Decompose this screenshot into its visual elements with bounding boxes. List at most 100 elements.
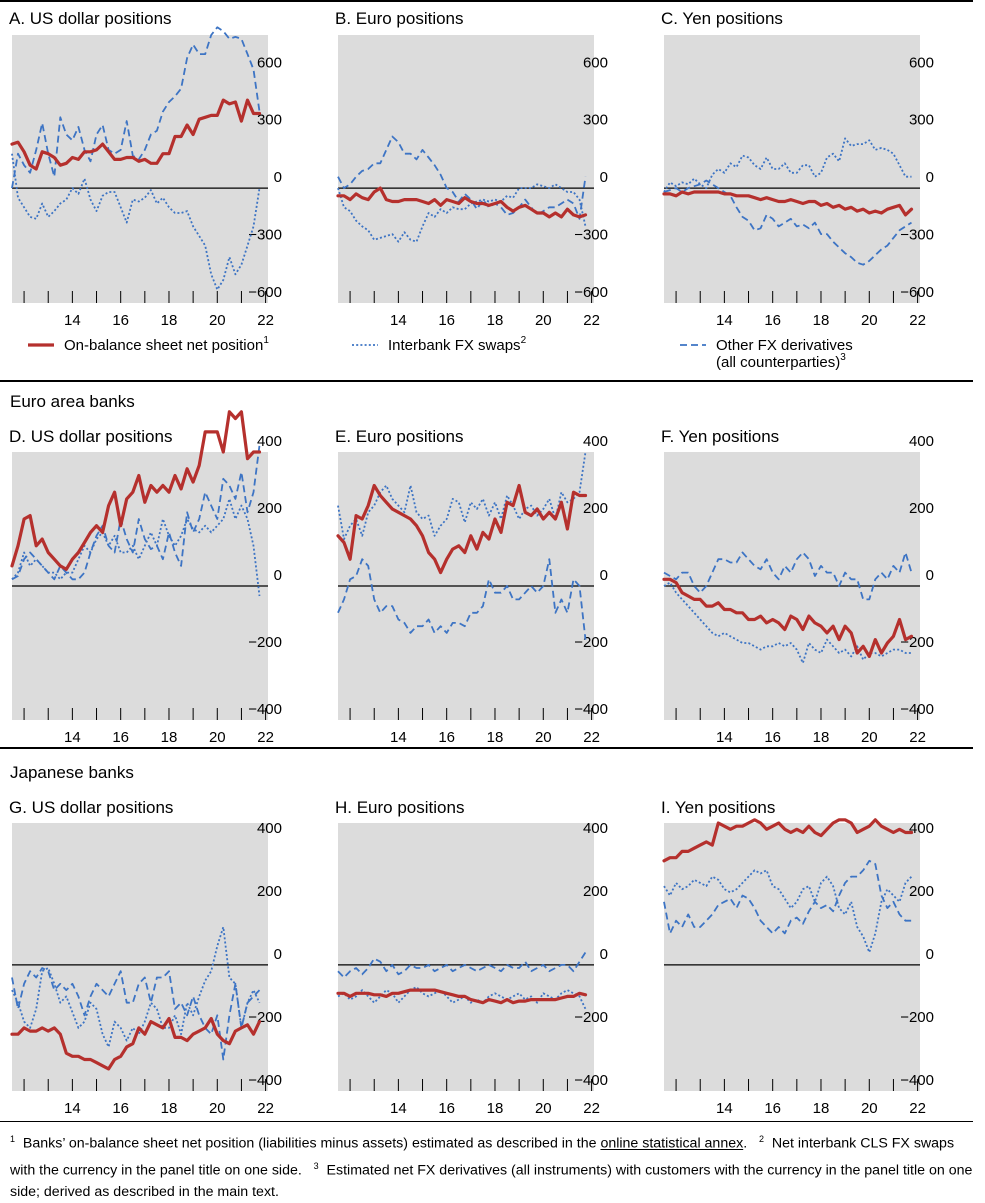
panel-g: G. US dollar positions 14 16 18 20 22 400 200 0 −… <box>9 798 282 1117</box>
section-title-japanese: Japanese banks <box>10 763 134 782</box>
x-tick-label: 20 <box>861 729 878 746</box>
y-tick-label: −200 <box>574 1009 608 1026</box>
x-tick-label: 16 <box>764 729 781 746</box>
y-tick-label: 300 <box>583 112 608 129</box>
series-line-other-derivatives <box>11 26 261 189</box>
x-tick-label: 22 <box>909 729 926 746</box>
footnote-divider <box>0 1121 973 1122</box>
y-tick-label: 0 <box>926 169 934 186</box>
x-tick-label: 14 <box>716 1100 733 1117</box>
y-tick-label: −200 <box>574 634 608 651</box>
x-tick-label: 14 <box>390 1100 407 1117</box>
panel-b: B. Euro positions 14 16 18 20 22 600 300 0 −300 −6… <box>335 9 608 329</box>
series-line-other-derivatives <box>663 551 913 601</box>
y-tick-label: −600 <box>248 284 282 301</box>
series-line-interbank-swaps <box>11 497 261 597</box>
x-tick-label: 22 <box>583 312 600 329</box>
plot-area <box>664 823 920 1091</box>
series-line-other-derivatives <box>11 967 261 1061</box>
x-tick-label: 20 <box>209 312 226 329</box>
panel-title: C. Yen positions <box>661 9 783 28</box>
x-tick-label: 18 <box>813 729 830 746</box>
legend-label-line2: (all counterparties)3 <box>716 352 846 371</box>
y-tick-label: 400 <box>583 820 608 837</box>
series-line-net-position <box>336 988 588 1005</box>
y-tick-label: 200 <box>909 883 934 900</box>
x-tick-label: 18 <box>487 1100 504 1117</box>
y-tick-label: 400 <box>909 820 934 837</box>
footnote-2-text: Net interbank CLS FX swaps with the curr… <box>10 1135 955 1179</box>
online-annex-link[interactable]: online statistical annex <box>600 1135 744 1152</box>
footnote-3-text: Estimated net FX derivatives (all instru… <box>10 1162 973 1201</box>
x-tick-label: 22 <box>909 312 926 329</box>
series-line-net-position <box>10 98 262 171</box>
footnote-1-marker: 1 <box>10 1134 16 1144</box>
series-line-other-derivatives <box>11 445 261 581</box>
y-tick-label: 600 <box>909 54 934 71</box>
x-tick-label: 20 <box>861 1100 878 1117</box>
y-tick-label: 0 <box>274 567 282 584</box>
y-tick-label: 200 <box>257 883 282 900</box>
panel-e: E. Euro positions 14 16 18 20 22 400 200 0 −200 −4… <box>335 427 608 746</box>
x-tick-label: 18 <box>487 312 504 329</box>
y-tick-label: 0 <box>600 567 608 584</box>
footnotes: 1 Banks’ on-balance sheet net position (… <box>10 1128 975 1203</box>
y-tick-label: 0 <box>600 169 608 186</box>
series-line-interbank-swaps <box>663 869 913 954</box>
x-tick-label: 20 <box>535 729 552 746</box>
panel-title: D. US dollar positions <box>9 427 172 446</box>
x-tick-label: 22 <box>257 1100 274 1117</box>
panel-d: D. US dollar positions 14 16 18 20 22 400 200 0 −… <box>9 410 282 746</box>
y-tick-label: 200 <box>583 883 608 900</box>
panel-title: A. US dollar positions <box>9 9 172 28</box>
x-tick-label: 22 <box>909 1100 926 1117</box>
plot-area <box>12 35 268 303</box>
x-tick-label: 16 <box>438 312 455 329</box>
y-tick-label: −400 <box>900 1072 934 1089</box>
footnote-3-marker: 3 <box>313 1160 319 1171</box>
x-tick-label: 18 <box>161 312 178 329</box>
y-tick-label: 200 <box>583 500 608 517</box>
x-tick-label: 16 <box>112 1100 129 1117</box>
y-tick-label: 0 <box>926 567 934 584</box>
y-tick-label: 0 <box>600 946 608 963</box>
x-tick-label: 18 <box>813 312 830 329</box>
x-tick-label: 18 <box>161 729 178 746</box>
y-tick-label: 400 <box>583 433 608 450</box>
series-line-net-position <box>662 818 914 863</box>
y-tick-label: −400 <box>248 701 282 718</box>
series-line-other-derivatives <box>663 179 912 266</box>
x-tick-label: 22 <box>583 1100 600 1117</box>
legend-footnote-marker: 3 <box>840 352 846 363</box>
plot-area <box>12 823 268 1091</box>
series-line-net-position <box>10 410 262 571</box>
y-tick-label: −400 <box>248 1072 282 1089</box>
x-tick-label: 20 <box>535 1100 552 1117</box>
y-tick-label: 400 <box>909 433 934 450</box>
plot-area <box>338 823 594 1091</box>
y-tick-label: 400 <box>257 820 282 837</box>
series-line-net-position <box>336 186 588 219</box>
legend: On-balance sheet net position1 Interbank … <box>28 335 853 371</box>
panel-title: E. Euro positions <box>335 427 464 446</box>
y-tick-label: 300 <box>909 112 934 129</box>
series-line-interbank-swaps <box>663 581 912 664</box>
x-tick-label: 14 <box>716 312 733 329</box>
y-tick-label: −400 <box>574 1072 608 1089</box>
plot-area <box>338 35 594 303</box>
panel-h: H. Euro positions 14 16 18 20 22 400 200 0 −200 −4… <box>335 798 608 1117</box>
x-tick-label: 14 <box>390 312 407 329</box>
series-line-net-position <box>662 577 914 659</box>
x-tick-label: 14 <box>64 1100 81 1117</box>
x-tick-label: 18 <box>813 1100 830 1117</box>
panel-title: F. Yen positions <box>661 427 779 446</box>
y-tick-label: 200 <box>257 500 282 517</box>
y-tick-label: 0 <box>274 946 282 963</box>
panel-title: G. US dollar positions <box>9 798 173 817</box>
y-tick-label: 600 <box>257 54 282 71</box>
x-tick-label: 14 <box>64 729 81 746</box>
y-tick-label: 200 <box>909 500 934 517</box>
y-tick-label: −300 <box>248 227 282 244</box>
panel-i: I. Yen positions 14 16 18 20 22 400 200 0 −200 −40… <box>661 798 934 1117</box>
